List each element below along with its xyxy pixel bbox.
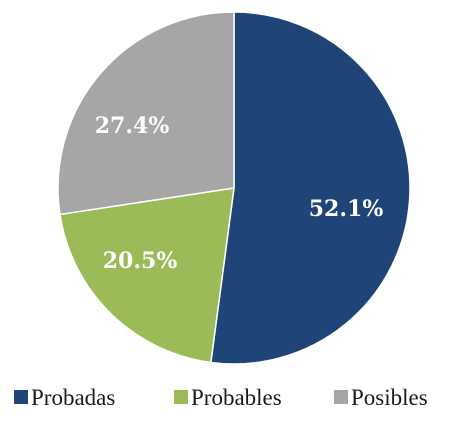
legend-swatch-probables (174, 390, 188, 404)
legend-label-posibles: Posibles (351, 385, 428, 410)
legend-label-probables: Probables (191, 385, 282, 410)
data-label-posibles: 27.4% (95, 113, 170, 139)
pie-data-labels: 52.1% 20.5% 27.4% (95, 113, 384, 274)
pie-slice-probadas (209, 11, 411, 365)
pie-slice-posibles (57, 11, 235, 216)
legend-label-probadas: Probadas (31, 385, 115, 410)
legend-swatch-posibles (334, 390, 348, 404)
pie-slice-probables (59, 187, 235, 364)
legend-swatch-probadas (14, 390, 28, 404)
pie-slices (57, 11, 411, 365)
chart-legend: Probadas Probables Posibles (14, 385, 428, 410)
data-label-probadas: 52.1% (309, 196, 384, 222)
data-label-probables: 20.5% (103, 248, 178, 274)
